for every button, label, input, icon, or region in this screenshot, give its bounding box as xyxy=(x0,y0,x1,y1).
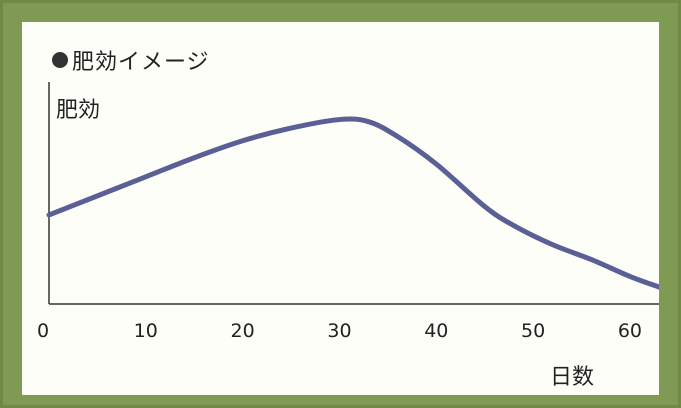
chart-panel: 0 10 20 30 40 50 60 肥効イメージ 肥効 日数 xyxy=(22,22,659,395)
chart-title: 肥効イメージ xyxy=(52,47,210,75)
y-axis-label: 肥効 xyxy=(56,98,101,123)
x-tick-label: 40 xyxy=(424,320,448,342)
series-line xyxy=(46,116,659,290)
x-tick-label: 50 xyxy=(521,320,545,342)
line-chart: 0 10 20 30 40 50 60 xyxy=(37,82,659,342)
x-tick-label: 20 xyxy=(231,320,255,342)
chart-title-text: 肥効イメージ xyxy=(72,50,210,75)
x-tick-label: 30 xyxy=(327,320,351,342)
x-tick-label: 10 xyxy=(134,320,158,342)
bullet-icon xyxy=(52,52,68,68)
x-tick-label: 60 xyxy=(618,320,642,342)
x-axis-label: 日数 xyxy=(550,365,595,390)
x-tick-label: 0 xyxy=(37,320,49,342)
